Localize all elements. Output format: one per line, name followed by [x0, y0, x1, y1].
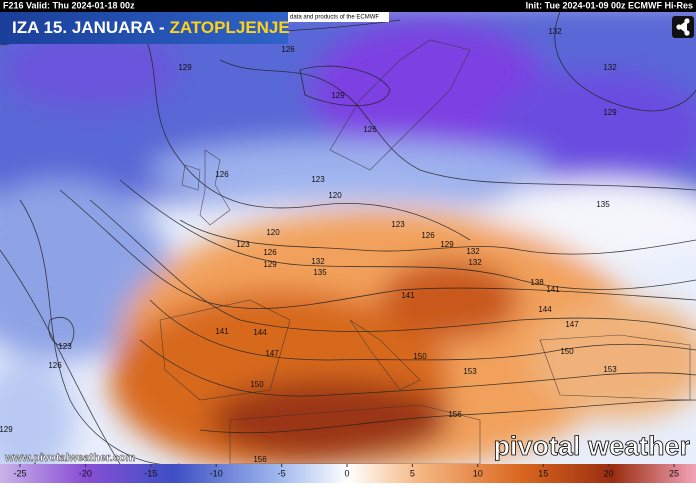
colorbar-tick-label: -5	[278, 468, 286, 478]
contour-label: 138	[530, 278, 544, 287]
contour-label: 123	[391, 220, 405, 229]
contour-label: 129	[440, 240, 454, 249]
colorbar-tick-label: 25	[669, 468, 679, 478]
valid-time: F216 Valid: Thu 2024-01-18 00z	[3, 0, 135, 10]
header-bar	[0, 0, 696, 12]
contour-label: 126	[363, 125, 377, 134]
contour-label: 147	[565, 320, 579, 329]
colorbar-tick-label: 0	[344, 468, 349, 478]
contour-label: 153	[463, 367, 477, 376]
contour-label: 123	[58, 342, 72, 351]
contour-label: 123	[311, 175, 325, 184]
contour-label: 129	[603, 108, 617, 117]
contour-label: 141	[215, 327, 229, 336]
contour-label: 144	[253, 328, 267, 337]
colorbar-tick-label: 5	[410, 468, 415, 478]
contour-label: 135	[313, 268, 327, 277]
contour-label: 156	[448, 410, 462, 419]
contour-label: 147	[265, 349, 279, 358]
credit-box	[287, 12, 389, 22]
colorbar-ticks: -25 -20 -15 -10 -5 0 5 10 15 20 25	[13, 464, 679, 478]
contour-label: 132	[603, 63, 617, 72]
credit: data and products of the ECMWF	[290, 15, 379, 21]
contour-label: 126	[48, 361, 62, 370]
contour-label: 141	[546, 285, 560, 294]
title-text: IZA 15. JANUARA -	[12, 18, 165, 37]
share-button[interactable]	[672, 16, 694, 38]
contour-labels: 1261291321321291261291261231201351231201…	[0, 27, 617, 464]
contour-label: 150	[560, 347, 574, 356]
contour-label: 120	[266, 228, 280, 237]
contour-label: 144	[538, 305, 552, 314]
contour-label: 126	[263, 248, 277, 257]
contour-label: 132	[468, 258, 482, 267]
colorbar-tick-label: 10	[473, 468, 483, 478]
colorbar-tick-label: -20	[79, 468, 92, 478]
logo: pivotal weather	[493, 431, 690, 461]
contour-label: 129	[263, 260, 277, 269]
colorbar-tick-label: -15	[144, 468, 157, 478]
contour-label: 126	[281, 45, 295, 54]
contour-label: 156	[253, 455, 267, 464]
contour-label: 132	[548, 27, 562, 36]
contour-label: 153	[603, 365, 617, 374]
contour-label: 126	[215, 170, 229, 179]
contour-label: 129	[0, 425, 13, 434]
colorbar-tick-label: -10	[210, 468, 223, 478]
colorbar-tick-label: 20	[604, 468, 614, 478]
title-banner	[0, 12, 288, 44]
colorbar-tick-label: -25	[13, 468, 26, 478]
contour-label: 132	[466, 247, 480, 256]
contour-label: 129	[178, 63, 192, 72]
website: www.pivotalweather.com	[4, 452, 136, 464]
colorbar	[0, 464, 696, 483]
contour-label: 150	[250, 380, 264, 389]
colorbar-tick-label: 15	[538, 468, 548, 478]
title: IZA 15. JANUARA - ZATOPLJENJE	[12, 18, 290, 37]
init-time: Init: Tue 2024-01-09 00z ECMWF Hi-Res	[526, 0, 693, 10]
contour-label: 126	[421, 231, 435, 240]
contour-label: 150	[413, 352, 427, 361]
title-highlight: ZATOPLJENJE	[169, 18, 289, 37]
contour-label: 120	[328, 191, 342, 200]
contour-label: 132	[311, 257, 325, 266]
contour-label: 135	[596, 200, 610, 209]
contour-label: 141	[401, 291, 415, 300]
contour-label: 123	[236, 240, 250, 249]
contour-label: 129	[331, 91, 345, 100]
